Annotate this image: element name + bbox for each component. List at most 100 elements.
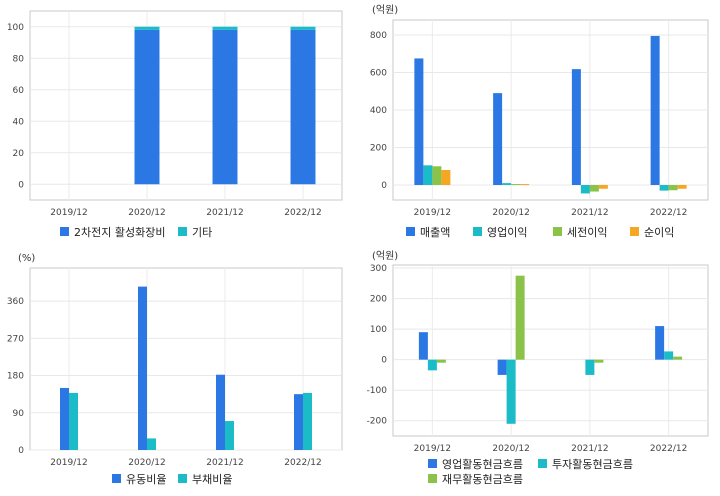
y-tick-label: 0 xyxy=(18,446,24,456)
bar xyxy=(60,387,69,450)
y-tick-label: 90 xyxy=(13,409,25,419)
legend-item: 매출액 xyxy=(406,226,450,239)
bar xyxy=(594,359,604,363)
bar xyxy=(677,185,687,189)
bar xyxy=(414,58,424,185)
bar xyxy=(511,184,521,186)
legend-swatch xyxy=(178,227,187,236)
y-tick-label: 600 xyxy=(370,69,387,79)
bar xyxy=(432,166,442,185)
bar-segment xyxy=(134,29,160,185)
bar xyxy=(571,69,581,185)
y-tick-label: 270 xyxy=(7,334,24,344)
legend-label: 영업활동현금흐름 xyxy=(442,457,523,471)
cashflow-chart: -200 -100 0 100 200 300 (억원) 2019/12 2020/12 2021… xyxy=(367,250,709,486)
bar xyxy=(147,438,156,450)
legend-label: 세전이익 xyxy=(567,226,607,239)
bar xyxy=(650,35,660,185)
bar xyxy=(673,356,683,360)
y-tick-label: 100 xyxy=(370,325,387,335)
y-tick-label: 0 xyxy=(381,181,387,191)
x-tick-label: 2021/12 xyxy=(206,458,243,468)
bar xyxy=(668,185,678,191)
plot-frame xyxy=(29,267,343,451)
legend-label: 부채비율 xyxy=(192,473,232,486)
bar-segment xyxy=(212,29,238,185)
x-tick-label: 2022/12 xyxy=(650,208,687,218)
legend-label: 2차전지 활성화장비 xyxy=(74,225,165,239)
bar xyxy=(441,170,451,185)
y-tick-label: 300 xyxy=(370,264,387,274)
x-tick-label: 2020/12 xyxy=(492,208,529,218)
bar xyxy=(580,185,590,194)
x-tick-label: 2019/12 xyxy=(50,208,87,218)
bar-segment xyxy=(212,26,238,30)
bar xyxy=(138,286,147,450)
legend-swatch xyxy=(406,227,415,236)
legend-label: 매출액 xyxy=(420,226,450,239)
legend-item: 영업이익 xyxy=(473,226,527,239)
legend-swatch xyxy=(428,459,437,468)
legend-label: 기타 xyxy=(192,226,212,239)
legend-swatch xyxy=(60,227,69,236)
legend-label: 유동비율 xyxy=(126,473,166,486)
bar xyxy=(659,185,669,191)
bar xyxy=(664,351,674,360)
bar xyxy=(497,359,507,375)
y-tick-label: -100 xyxy=(367,386,388,396)
legend-swatch xyxy=(630,227,639,236)
unit-label: (%) xyxy=(18,253,35,264)
x-tick-label: 2020/12 xyxy=(128,208,165,218)
bar xyxy=(216,374,225,450)
x-tick-label: 2019/12 xyxy=(414,444,451,454)
x-tick-label: 2019/12 xyxy=(414,208,451,218)
y-tick-label: 180 xyxy=(7,372,24,382)
x-tick-label: 2020/12 xyxy=(492,444,529,454)
x-tick-label: 2021/12 xyxy=(571,444,608,454)
bar xyxy=(69,392,78,450)
bars xyxy=(418,275,683,424)
legend-item: 순이익 xyxy=(630,226,674,239)
legend-item: 세전이익 xyxy=(553,226,607,239)
x-tick-label: 2022/12 xyxy=(284,208,321,218)
bar xyxy=(585,359,595,375)
bar-segment xyxy=(290,29,316,185)
x-tick-label: 2022/12 xyxy=(650,444,687,454)
bar xyxy=(493,93,503,185)
bar xyxy=(520,184,530,186)
legend-swatch xyxy=(538,459,547,468)
y-tick-label: 40 xyxy=(13,117,25,127)
x-tick-label: 2022/12 xyxy=(284,458,321,468)
legend-item: 영업활동현금흐름 xyxy=(428,457,523,471)
legend-item: 부채비율 xyxy=(178,473,232,486)
x-tick-label: 2021/12 xyxy=(571,208,608,218)
legend-item: 투자활동현금흐름 xyxy=(538,457,633,471)
legend-label: 영업이익 xyxy=(487,226,527,239)
legend-item: 2차전지 활성화장비 xyxy=(60,225,165,239)
x-tick-label: 2021/12 xyxy=(206,208,243,218)
product_mix-chart: 0 20 40 60 80 100 2019/12 2020/12 2021/12 2022/12… xyxy=(7,10,343,239)
legend-item: 유동비율 xyxy=(112,473,166,486)
plot-frame xyxy=(29,10,343,201)
bar xyxy=(502,183,512,185)
y-tick-label: 200 xyxy=(370,295,387,305)
bar xyxy=(589,185,599,192)
legend-label: 투자활동현금흐름 xyxy=(552,457,633,471)
x-tick-label: 2020/12 xyxy=(128,458,165,468)
y-tick-label: 60 xyxy=(13,86,25,96)
bar-segment xyxy=(290,26,316,30)
y-tick-label: 100 xyxy=(7,23,24,33)
y-tick-label: 400 xyxy=(370,106,387,116)
bar xyxy=(436,359,446,363)
legend-swatch xyxy=(553,227,562,236)
bars xyxy=(60,286,312,450)
bars xyxy=(134,26,316,185)
y-tick-label: 80 xyxy=(13,54,25,64)
ratios-chart: 0 90 180 270 360 (%) 2019/12 2020/12 2021/12 2022… xyxy=(7,253,343,486)
y-tick-label: 0 xyxy=(18,180,24,190)
bar xyxy=(655,326,665,360)
legend-label: 재무활동현금흐름 xyxy=(442,472,523,486)
y-tick-label: -200 xyxy=(367,417,388,427)
bar xyxy=(423,165,433,185)
